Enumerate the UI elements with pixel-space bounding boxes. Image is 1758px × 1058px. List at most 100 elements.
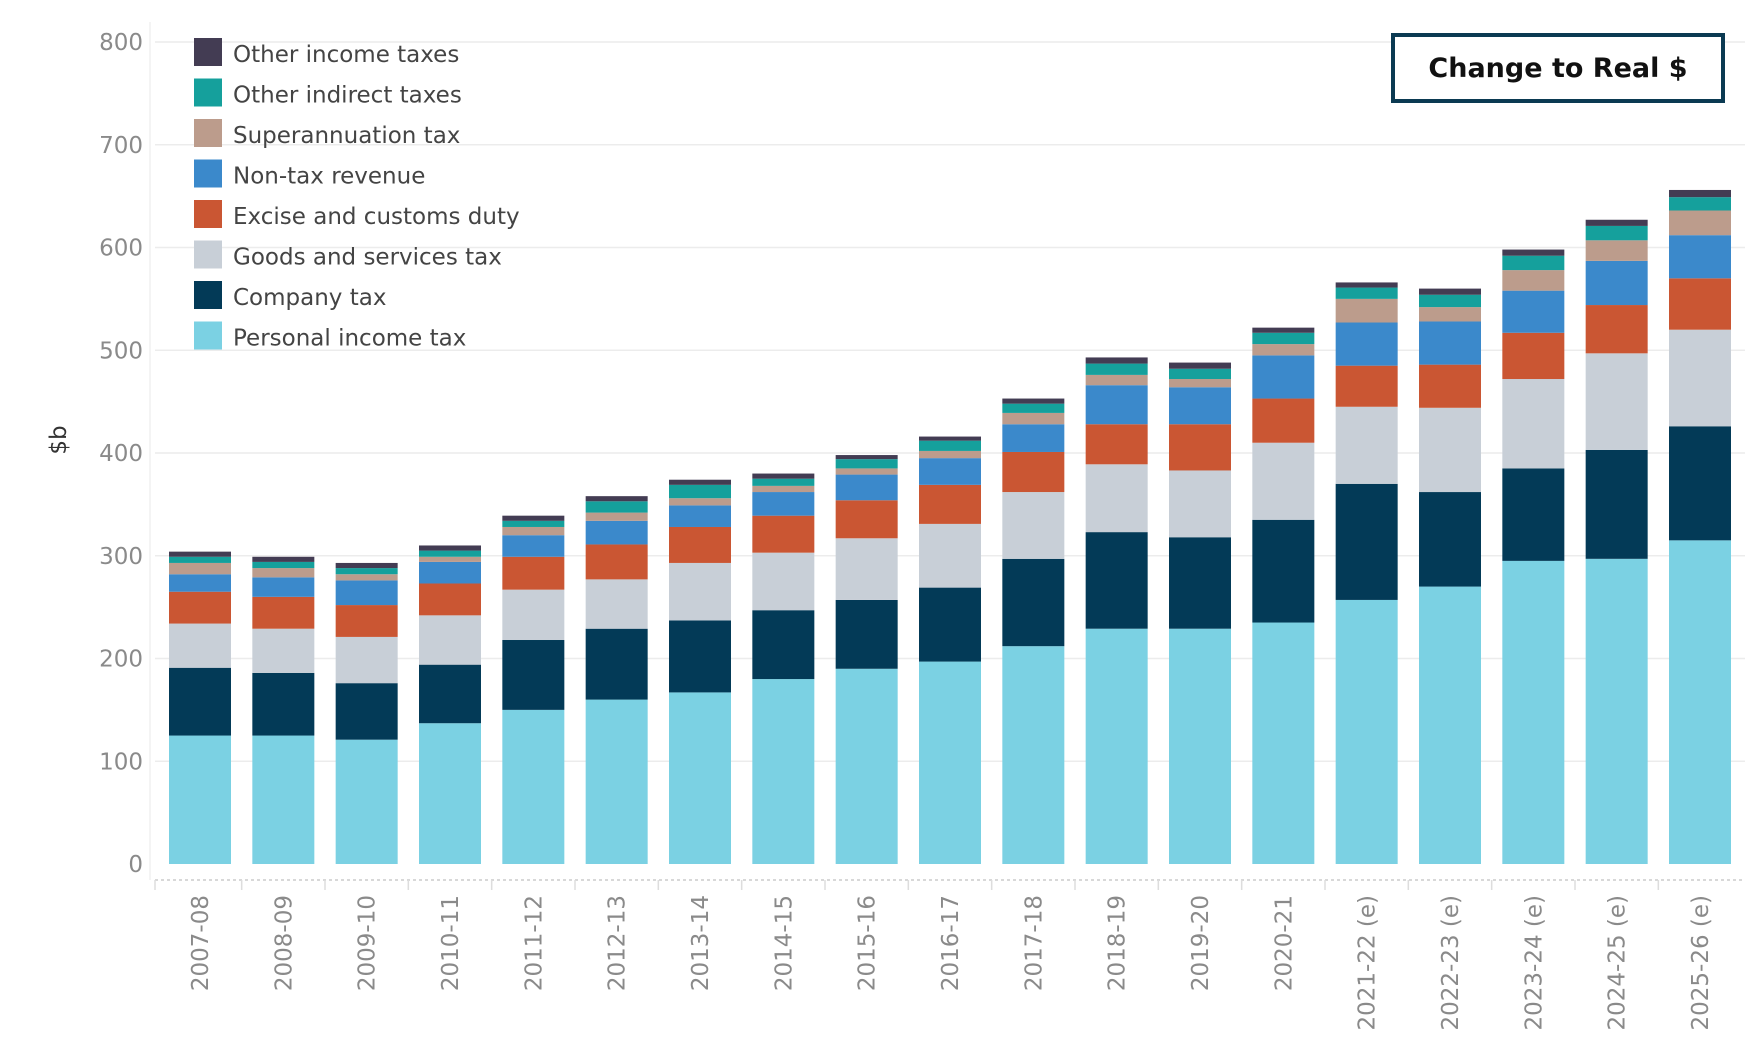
bar-segment-personal-income-tax (1085, 628, 1148, 864)
bar-segment-other-income-taxes (335, 562, 398, 569)
bar-segment-other-income-taxes (835, 455, 898, 460)
x-tick-label: 2008-09 (271, 895, 297, 991)
bar-segment-other-indirect-taxes (169, 556, 231, 563)
bar-segment-goods-and-services-tax (252, 628, 315, 673)
bar-segment-other-indirect-taxes (1252, 332, 1315, 345)
bar-segment-excise-and-customs-duty (919, 484, 981, 524)
bar-segment-company-tax (502, 640, 565, 710)
bar-segment-other-income-taxes (585, 496, 648, 502)
bar-segment-other-indirect-taxes (1419, 294, 1481, 308)
legend-label: Personal income tax (233, 326, 466, 352)
bar-segment-other-income-taxes (419, 545, 481, 551)
x-tick-label: 2014-15 (771, 895, 797, 991)
bar-segment-excise-and-customs-duty (169, 591, 231, 624)
bar-segment-superannuation-tax (1669, 210, 1731, 236)
bar-segment-superannuation-tax (502, 526, 565, 536)
x-tick-label: 2012-13 (605, 895, 631, 991)
bar-segment-non-tax-revenue (1169, 387, 1231, 425)
x-tick-label: 2022-23 (e) (1438, 895, 1464, 1031)
bar-segment-other-income-taxes (1252, 327, 1315, 333)
bar-segment-other-income-taxes (1669, 189, 1731, 198)
x-tick-label: 2019-20 (1188, 895, 1214, 991)
bar-segment-goods-and-services-tax (585, 579, 648, 629)
bar-segment-other-income-taxes (1585, 219, 1648, 226)
bar-segment-other-indirect-taxes (1585, 225, 1648, 241)
bar-segment-company-tax (1169, 537, 1231, 629)
bar-segment-company-tax (335, 683, 398, 740)
bar-segment-other-indirect-taxes (1502, 255, 1565, 271)
x-tick-label: 2007-08 (188, 895, 214, 991)
bars (169, 189, 1731, 864)
bar-segment-excise-and-customs-duty (1002, 451, 1065, 493)
x-tick-label: 2025-26 (e) (1688, 895, 1714, 1031)
bar-segment-company-tax (1252, 519, 1315, 623)
bar-segment-goods-and-services-tax (669, 562, 731, 621)
bar-segment-excise-and-customs-duty (1585, 305, 1648, 354)
legend-swatch (194, 321, 222, 350)
bar-segment-personal-income-tax (502, 709, 565, 864)
y-tick-label: 100 (99, 749, 143, 775)
bar-segment-excise-and-customs-duty (1669, 278, 1731, 330)
bar-segment-personal-income-tax (919, 661, 981, 864)
x-tick-label: 2016-17 (938, 895, 964, 991)
y-tick-label: 500 (99, 338, 143, 364)
bar-segment-goods-and-services-tax (419, 615, 481, 665)
bar-segment-personal-income-tax (752, 679, 815, 864)
y-axis-title: $b (46, 425, 72, 454)
bar-segment-excise-and-customs-duty (1419, 364, 1481, 408)
legend-swatch (194, 240, 222, 269)
y-tick-label: 200 (99, 647, 143, 673)
bar-segment-non-tax-revenue (752, 492, 815, 516)
legend-label: Goods and services tax (233, 245, 502, 271)
bar-segment-excise-and-customs-duty (1252, 398, 1315, 443)
bar-segment-superannuation-tax (919, 450, 981, 459)
bar-segment-non-tax-revenue (1085, 385, 1148, 425)
bar-segment-non-tax-revenue (169, 574, 231, 592)
bar-segment-superannuation-tax (752, 485, 815, 493)
bar-segment-excise-and-customs-duty (1085, 424, 1148, 465)
bar-segment-goods-and-services-tax (169, 623, 231, 668)
bar-segment-excise-and-customs-duty (1335, 365, 1398, 407)
bar-segment-company-tax (1085, 532, 1148, 629)
bar-segment-superannuation-tax (335, 574, 398, 581)
legend-swatch (194, 78, 222, 107)
bar-segment-other-income-taxes (1169, 362, 1231, 369)
bar-segment-personal-income-tax (1669, 540, 1731, 864)
bar-segment-non-tax-revenue (1419, 321, 1481, 365)
bar-segment-excise-and-customs-duty (752, 515, 815, 553)
bar-segment-company-tax (752, 610, 815, 680)
bar-segment-goods-and-services-tax (919, 523, 981, 588)
bar-segment-other-indirect-taxes (919, 440, 981, 451)
bar-segment-other-indirect-taxes (1002, 403, 1065, 413)
bar-segment-superannuation-tax (835, 468, 898, 475)
bar-segment-personal-income-tax (1252, 622, 1315, 864)
bar-segment-superannuation-tax (1585, 240, 1648, 261)
y-tick-label: 600 (99, 236, 143, 262)
bar-segment-excise-and-customs-duty (835, 500, 898, 539)
bar-segment-goods-and-services-tax (1169, 470, 1231, 538)
legend-label: Excise and customs duty (233, 204, 520, 230)
bar-segment-superannuation-tax (1169, 379, 1231, 388)
y-tick-label: 400 (99, 441, 143, 467)
bar-segment-other-income-taxes (669, 479, 731, 485)
bar-segment-other-indirect-taxes (835, 459, 898, 469)
x-tick-label: 2013-14 (688, 895, 714, 991)
change-to-real-dollars-button[interactable]: Change to Real $ (1391, 33, 1725, 103)
legend-label: Company tax (233, 285, 386, 311)
bar-segment-personal-income-tax (669, 692, 731, 864)
bar-segment-non-tax-revenue (502, 535, 565, 557)
bar-segment-other-indirect-taxes (1669, 197, 1731, 211)
bar-segment-personal-income-tax (335, 739, 398, 864)
x-tick-label: 2010-11 (438, 895, 464, 991)
bar-segment-non-tax-revenue (585, 520, 648, 545)
legend-swatch (194, 119, 222, 147)
x-tick-label: 2020-21 (1271, 895, 1297, 991)
bar-segment-non-tax-revenue (669, 505, 731, 527)
bar-segment-other-indirect-taxes (752, 478, 815, 486)
bar-segment-personal-income-tax (1002, 646, 1065, 864)
bar-segment-goods-and-services-tax (502, 589, 565, 641)
bar-segment-personal-income-tax (1335, 599, 1398, 864)
axes: 0 100 200 300 400 500 600 700 800 2007-08 2008-09 2… (99, 22, 1745, 1031)
bar-segment-superannuation-tax (169, 562, 231, 575)
